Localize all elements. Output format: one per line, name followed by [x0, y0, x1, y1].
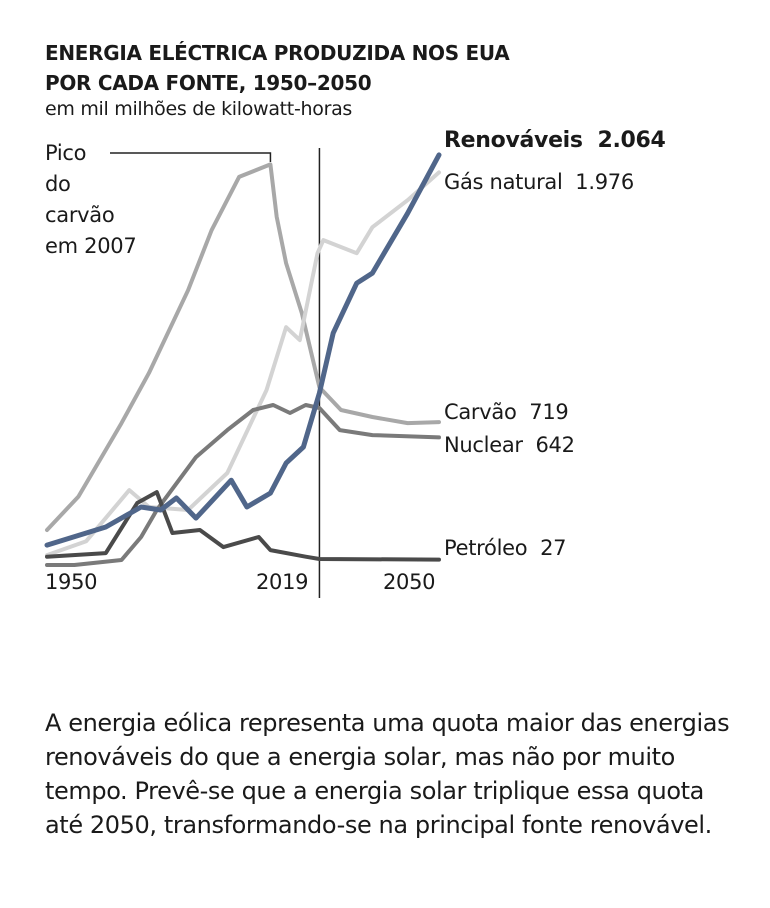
line-chart	[44, 148, 442, 598]
x-tick-label: 2019	[256, 570, 309, 594]
annotation-line: em 2007	[45, 234, 137, 258]
series-line-g-s-natural	[45, 170, 441, 558]
series-name: Petróleo	[444, 536, 528, 560]
coal-peak-annotation: Pico do carvão em 2007	[45, 138, 137, 262]
annotation-line: do	[45, 172, 71, 196]
series-name: Nuclear	[444, 433, 523, 457]
x-tick-label: 2050	[383, 570, 436, 594]
series-name: Gás natural	[444, 170, 563, 194]
series-name: Carvão	[444, 400, 517, 424]
title-line: ENERGIA ELÉCTRICA PRODUZIDA NOS EUA	[45, 41, 510, 65]
series-line-nuclear	[45, 403, 441, 567]
series-label-nuclear: Nuclear 642	[444, 433, 575, 457]
series-label-renovaveis: Renováveis 2.064	[444, 128, 666, 153]
series-value: 27	[540, 536, 567, 560]
x-tick-label: 1950	[45, 570, 98, 594]
series-label-petroleo: Petróleo 27	[444, 536, 566, 560]
series-name: Renováveis	[444, 128, 583, 153]
annotation-line: Pico	[45, 141, 87, 165]
annotation-leader	[110, 152, 272, 162]
series-label-carvao: Carvão 719	[444, 400, 569, 424]
series-line-carv-o	[45, 162, 441, 532]
body-paragraph: A energia eólica representa uma quota ma…	[45, 709, 730, 839]
series-value: 1.976	[575, 170, 634, 194]
chart-subtitle: em mil milhões de kilowatt-horas	[45, 98, 353, 120]
series-label-gas: Gás natural 1.976	[444, 170, 634, 194]
series-line-renov-veis	[44, 152, 442, 548]
series-value: 719	[529, 400, 569, 424]
series-value: 642	[535, 433, 575, 457]
chart-title: ENERGIA ELÉCTRICA PRODUZIDA NOS EUA POR …	[45, 38, 510, 98]
series-value: 2.064	[597, 128, 666, 153]
annotation-line: carvão	[45, 203, 115, 227]
title-line: POR CADA FONTE, 1950–2050	[45, 71, 372, 95]
